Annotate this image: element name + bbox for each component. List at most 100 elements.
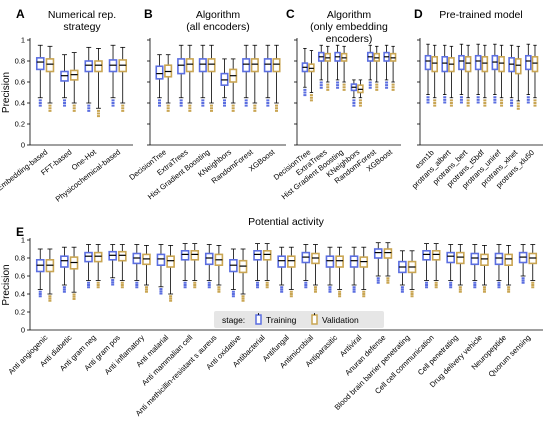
panel-e-training-box (349, 246, 359, 293)
panel-e-y-label: Precision (1, 264, 12, 305)
outlier-point (426, 96, 430, 99)
panel-b-validation-box (272, 44, 281, 112)
box-iqr (185, 58, 194, 73)
outlier-point (169, 297, 173, 300)
outlier-point (385, 84, 389, 87)
panel-e-validation-box (93, 244, 103, 289)
outlier-point (476, 96, 480, 99)
outlier-point (62, 290, 66, 293)
panel-c-validation-box (324, 45, 332, 91)
outlier-point (358, 102, 362, 104)
outlier-point (443, 101, 447, 104)
outlier-point (96, 286, 100, 289)
box-iqr (250, 58, 259, 73)
panel-a-validation-box (94, 48, 103, 118)
outlier-point (48, 107, 52, 110)
panel-c-training-box (317, 44, 325, 89)
outlier-point (326, 86, 330, 89)
outlier-point (48, 297, 52, 300)
outlier-point (319, 84, 323, 87)
outlier-point (410, 290, 414, 293)
outlier-point (111, 102, 115, 104)
panel-e-validation-box (407, 250, 417, 298)
panel-e-training-box (35, 248, 45, 298)
outlier-point (304, 286, 308, 289)
outlier-point (482, 286, 486, 289)
outlier-point (493, 98, 497, 101)
outlier-point (121, 107, 125, 110)
outlier-point (135, 286, 139, 289)
box-iqr (446, 251, 455, 264)
outlier-point (338, 295, 342, 298)
panel-e-validation-box (311, 244, 320, 293)
box-iqr (422, 250, 431, 261)
outlier-point (434, 281, 438, 284)
outlier-point (533, 99, 537, 102)
outlier-point (241, 297, 245, 300)
panel-a-training-box (108, 44, 118, 107)
outlier-point (433, 102, 437, 104)
box-iqr (204, 252, 214, 266)
panel-e-validation-box (480, 244, 489, 293)
outlier-point (497, 284, 501, 286)
panel-e-training-box (204, 244, 214, 289)
outlier-point (328, 288, 332, 291)
outlier-point (144, 288, 148, 291)
outlier-point (352, 288, 356, 291)
panel-a-letter: A (16, 7, 25, 21)
outlier-point (266, 99, 270, 102)
outlier-point (244, 99, 248, 102)
box-iqr (424, 54, 432, 71)
outlier-point (510, 104, 514, 107)
outlier-point (449, 104, 453, 107)
outlier-point (207, 286, 211, 289)
outlier-point (319, 81, 323, 84)
outlier-point (449, 284, 453, 286)
outlier-point (473, 284, 477, 286)
outlier-point (391, 88, 395, 91)
outlier-point (326, 88, 330, 91)
legend-title: stage: (222, 315, 245, 325)
outlier-point (352, 286, 356, 289)
outlier-point (111, 104, 115, 107)
panel-b-validation-box (229, 58, 238, 112)
panel-e-validation-box (45, 248, 55, 302)
box-iqr (504, 253, 513, 266)
panel-e-y-tick-label: 0.2 (15, 308, 25, 317)
outlier-point (358, 99, 362, 102)
outlier-point (253, 107, 257, 110)
outlier-point (188, 104, 192, 107)
outlier-point (96, 281, 100, 284)
outlier-point (280, 290, 284, 293)
outlier-point (425, 281, 429, 284)
legend-validation-label: Validation (322, 315, 359, 325)
outlier-point (449, 102, 453, 104)
panel-d-validation-box (464, 44, 472, 107)
outlier-point (223, 102, 226, 104)
outlier-point (531, 284, 535, 286)
panel-e-y-tick-label: 1 (21, 236, 25, 245)
outlier-point (473, 286, 477, 289)
outlier-point (87, 284, 91, 286)
outlier-point (500, 104, 504, 107)
box-iqr (287, 255, 296, 268)
outlier-point (375, 86, 379, 89)
panel-a-y-tick-label: 1 (21, 36, 25, 45)
outlier-point (96, 109, 100, 112)
outlier-point (166, 107, 170, 110)
panel-d-validation-box (531, 44, 539, 107)
outlier-point (309, 94, 313, 97)
outlier-point (96, 112, 100, 115)
outlier-point (466, 99, 470, 102)
panel-e-y-tick-label: 0.6 (15, 272, 25, 281)
outlier-point (482, 288, 486, 291)
outlier-point (493, 101, 497, 104)
panel-d-title-line: Pre-trained model (439, 9, 522, 21)
outlier-point (449, 286, 453, 289)
panel-c-training-box (301, 48, 309, 97)
box-iqr (531, 55, 539, 73)
outlier-point (526, 96, 530, 99)
outlier-point (193, 281, 197, 284)
panel-c-validation-box (357, 79, 364, 107)
outlier-point (144, 290, 148, 293)
